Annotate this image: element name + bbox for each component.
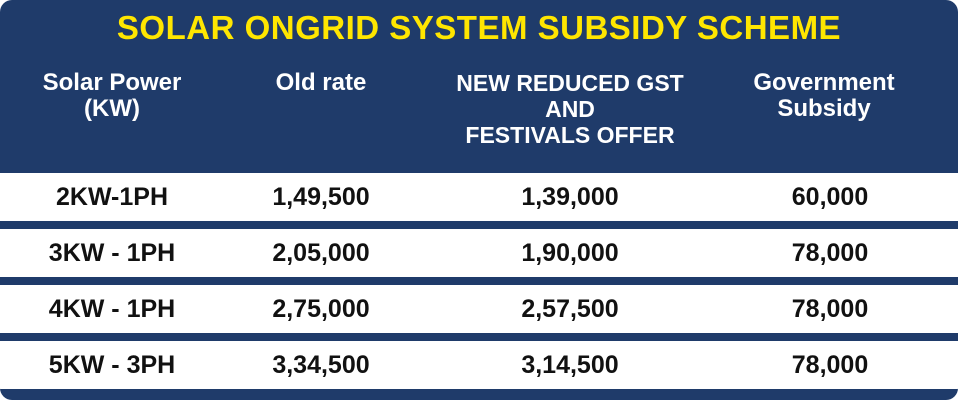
cell-government-subsidy: 78,000	[791, 295, 869, 323]
table-row: 3KW - 1PH 2,05,000 1,90,000 78,000	[0, 229, 958, 277]
cell-old-rate: 2,75,000	[272, 295, 370, 323]
cell-government-subsidy: 60,000	[791, 183, 869, 211]
page-title: SOLAR ONGRID SYSTEM SUBSIDY SCHEME	[116, 9, 842, 46]
cell-new-rate: 3,14,500	[521, 351, 619, 379]
cell-new-rate: 1,90,000	[521, 239, 619, 267]
table-body: 2KW-1PH 1,49,500 1,39,000 60,000 3KW - 1…	[0, 173, 958, 397]
cell-old-rate: 3,34,500	[272, 351, 370, 379]
table-header: Solar Power (KW) Old rate NEW REDUCED GS…	[0, 70, 958, 170]
header-solar-power: Solar Power (KW)	[42, 69, 182, 122]
cell-government-subsidy: 78,000	[791, 351, 869, 379]
cell-government-subsidy: 78,000	[791, 239, 869, 267]
cell-solar-power: 5KW - 3PH	[48, 351, 176, 379]
header-government-subsidy: Government Subsidy	[753, 69, 895, 122]
cell-new-rate: 1,39,000	[521, 183, 619, 211]
table-row: 2KW-1PH 1,49,500 1,39,000 60,000	[0, 173, 958, 221]
table-row: 4KW - 1PH 2,75,000 2,57,500 78,000	[0, 285, 958, 333]
cell-new-rate: 2,57,500	[521, 295, 619, 323]
header-old-rate: Old rate	[275, 69, 367, 96]
cell-solar-power: 2KW-1PH	[55, 183, 168, 211]
table-row: 5KW - 3PH 3,34,500 3,14,500 78,000	[0, 341, 958, 389]
cell-solar-power: 4KW - 1PH	[48, 295, 176, 323]
cell-old-rate: 2,05,000	[272, 239, 370, 267]
cell-solar-power: 3KW - 1PH	[48, 239, 176, 267]
cell-old-rate: 1,49,500	[272, 183, 370, 211]
header-new-rate: NEW REDUCED GST AND FESTIVALS OFFER	[456, 70, 684, 148]
